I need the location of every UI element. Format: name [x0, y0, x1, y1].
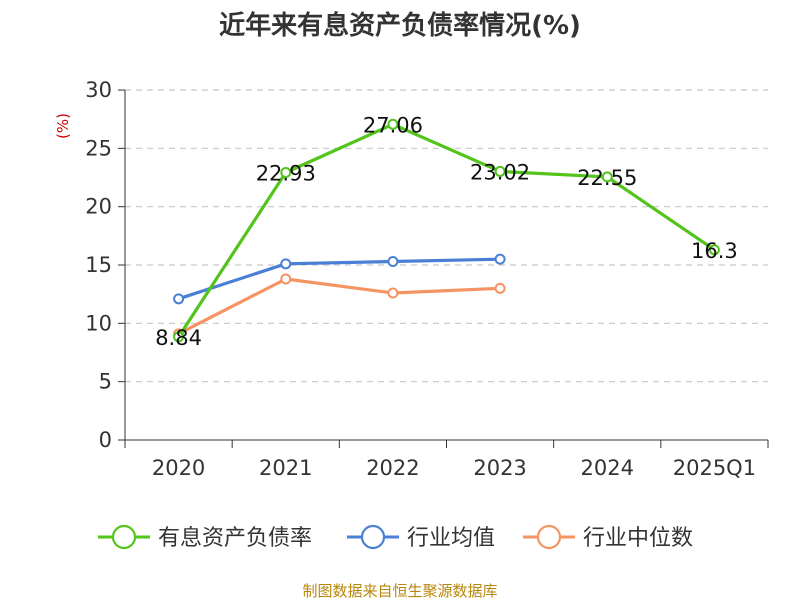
y-tick-label: 30	[85, 78, 112, 102]
data-point	[173, 331, 185, 343]
data-label: 23.02	[470, 160, 530, 184]
legend: 有息资产负债率 行业均值 行业中位数	[98, 524, 693, 551]
data-point	[494, 253, 506, 265]
series-line	[177, 122, 716, 338]
data-point	[494, 165, 506, 177]
axes: 0 5 10 15 20 25 30 2020 2021 2022 2023 2024 2025Q1	[85, 78, 769, 480]
data-point	[280, 166, 292, 178]
legend-label: 有息资产负债率	[158, 526, 312, 551]
data-point	[280, 258, 292, 270]
data-label: 22.93	[256, 161, 316, 185]
data-point	[387, 256, 399, 267]
y-tick-label: 25	[85, 136, 112, 160]
data-label: 27.06	[363, 113, 423, 137]
y-axis-label: (%)	[54, 113, 72, 139]
y-tick-label: 15	[85, 253, 112, 277]
legend-marker	[360, 524, 386, 550]
source-note: 制图数据来自恒生聚源数据库	[302, 582, 497, 600]
x-tick-label: 2025Q1	[673, 456, 756, 480]
x-tick-label: 2024	[581, 456, 634, 480]
y-tick-label: 0	[99, 428, 112, 452]
data-point	[387, 287, 399, 299]
data-point	[708, 244, 720, 256]
data-point	[387, 118, 399, 130]
y-tick-label: 20	[85, 195, 112, 219]
legend-label: 行业中位数	[583, 526, 693, 551]
x-tick-label: 2023	[473, 456, 526, 480]
x-tick-label: 2022	[366, 456, 419, 480]
chart-title: 近年来有息资产负债率情况(%)	[219, 10, 581, 41]
data-label: 16.3	[691, 239, 738, 263]
legend-marker	[111, 524, 137, 550]
series-line	[178, 257, 501, 301]
x-tick-label: 2021	[259, 456, 312, 480]
x-tick-label: 2020	[152, 456, 205, 480]
y-tick-label: 5	[99, 370, 112, 394]
legend-label: 行业均值	[407, 526, 495, 551]
data-point	[280, 273, 292, 285]
series-line	[177, 277, 501, 336]
data-point	[173, 293, 185, 305]
gridlines	[125, 89, 768, 383]
data-point	[494, 282, 506, 294]
data-labels: 8.84 22.93 27.06 23.02 22.55 16.3	[155, 113, 738, 350]
data-point	[601, 171, 613, 183]
series-lines	[173, 118, 720, 343]
y-tick-label: 10	[85, 311, 112, 335]
data-label: 8.84	[155, 326, 202, 350]
data-label: 22.55	[577, 166, 637, 190]
legend-marker	[536, 524, 562, 550]
